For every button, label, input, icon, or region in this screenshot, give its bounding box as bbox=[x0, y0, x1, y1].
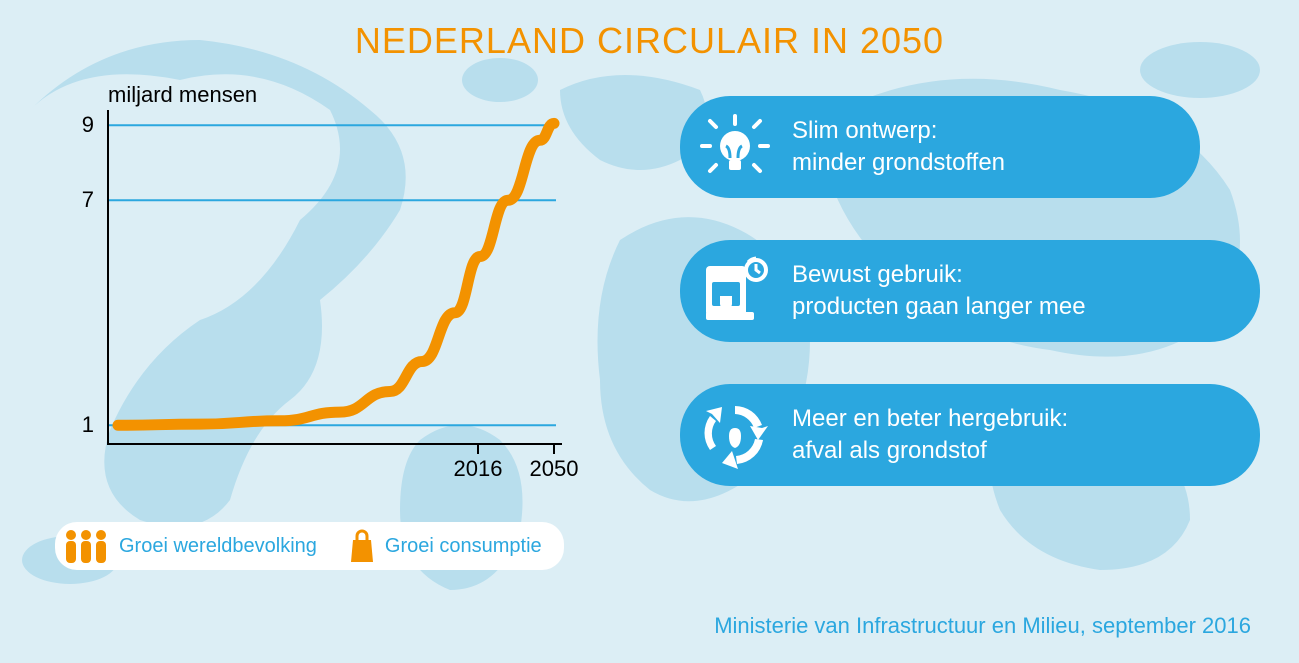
people-icon bbox=[61, 528, 111, 564]
pill-recycle: Meer en beter hergebruik: afval als gron… bbox=[680, 384, 1260, 486]
legend-label: Groei consumptie bbox=[385, 535, 542, 558]
page-title: NEDERLAND CIRCULAIR IN 2050 bbox=[0, 20, 1299, 62]
chart-x-tick: 2016 bbox=[454, 456, 503, 482]
pill-text: Bewust gebruik: producten gaan langer me… bbox=[792, 259, 1086, 324]
legend-item-population: Groei wereldbevolking bbox=[61, 528, 317, 564]
pill-line2: afval als grondstof bbox=[792, 435, 1068, 467]
footer-text: Ministerie van Infrastructuur en Milieu,… bbox=[714, 613, 1251, 639]
pill-design: Slim ontwerp: minder grondstoffen bbox=[680, 96, 1200, 198]
recycle-icon bbox=[700, 400, 770, 470]
chart-legend: Groei wereldbevolking Groei consumptie bbox=[55, 522, 564, 570]
coffee-machine-icon bbox=[700, 256, 770, 326]
pill-line1: Slim ontwerp: bbox=[792, 115, 1005, 147]
bag-icon bbox=[347, 528, 377, 564]
legend-item-consumption: Groei consumptie bbox=[347, 528, 542, 564]
chart-svg bbox=[60, 106, 580, 496]
population-chart: miljard mensen 1 7 9 2016 2050 bbox=[60, 82, 580, 502]
lightbulb-icon bbox=[700, 112, 770, 182]
pill-line2: producten gaan langer mee bbox=[792, 291, 1086, 323]
pill-line2: minder grondstoffen bbox=[792, 147, 1005, 179]
chart-x-tick: 2050 bbox=[530, 456, 579, 482]
pill-text: Meer en beter hergebruik: afval als gron… bbox=[792, 403, 1068, 468]
chart-y-axis-label: miljard mensen bbox=[108, 82, 257, 108]
chart-y-tick: 7 bbox=[60, 187, 94, 213]
legend-label: Groei wereldbevolking bbox=[119, 535, 317, 558]
pill-line1: Bewust gebruik: bbox=[792, 259, 1086, 291]
chart-y-tick: 1 bbox=[60, 412, 94, 438]
pill-text: Slim ontwerp: minder grondstoffen bbox=[792, 115, 1005, 180]
pill-usage: Bewust gebruik: producten gaan langer me… bbox=[680, 240, 1260, 342]
chart-y-tick: 9 bbox=[60, 112, 94, 138]
pill-line1: Meer en beter hergebruik: bbox=[792, 403, 1068, 435]
